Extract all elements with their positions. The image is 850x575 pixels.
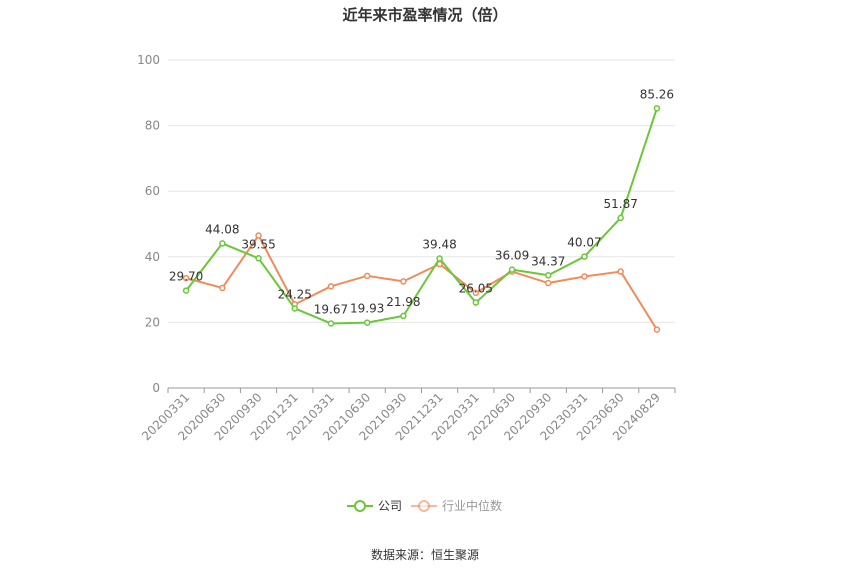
company-point bbox=[400, 312, 407, 320]
y-tick-label: 40 bbox=[145, 250, 160, 264]
industry-median-point bbox=[581, 273, 588, 280]
company-data-label: 29.70 bbox=[169, 270, 203, 284]
legend-item-industry-median[interactable]: 行业中位数 bbox=[411, 498, 502, 513]
company-point bbox=[291, 305, 298, 312]
company-data-label: 40.07 bbox=[567, 236, 601, 250]
y-tick-label: 0 bbox=[152, 381, 160, 395]
company-data-label: 36.09 bbox=[495, 249, 529, 263]
industry-median-point bbox=[545, 279, 552, 287]
industry-median-point bbox=[472, 289, 480, 297]
company-point bbox=[472, 299, 480, 306]
y-tick-label: 60 bbox=[145, 184, 160, 198]
company-point bbox=[436, 255, 443, 262]
industry-median-point bbox=[255, 232, 262, 239]
company-line bbox=[185, 107, 658, 325]
company-data-label: 34.37 bbox=[531, 254, 565, 268]
source-text: 数据来源：恒生聚源 bbox=[371, 547, 479, 562]
series-lines bbox=[182, 105, 661, 333]
industry-median-line bbox=[185, 234, 658, 331]
company-point bbox=[508, 266, 516, 273]
grid-lines bbox=[168, 59, 675, 323]
company-data-label: 39.48 bbox=[422, 238, 456, 252]
industry-median-point bbox=[363, 272, 371, 280]
company-data-label: 21.98 bbox=[386, 295, 420, 309]
company-data-label: 19.67 bbox=[314, 302, 348, 316]
company-data-label: 26.05 bbox=[459, 282, 493, 296]
legend: 公司 行业中位数 bbox=[347, 498, 502, 513]
y-axis: 0 20 40 60 80 100 bbox=[137, 53, 160, 395]
y-tick-label: 80 bbox=[145, 119, 160, 133]
industry-median-point bbox=[400, 278, 407, 285]
legend-company-marker bbox=[354, 500, 366, 512]
company-point bbox=[255, 255, 262, 262]
company-data-label: 44.08 bbox=[205, 222, 239, 236]
company-data-label: 51.87 bbox=[603, 197, 637, 211]
company-point bbox=[581, 253, 588, 260]
company-point bbox=[219, 240, 226, 247]
chart-title: 近年来市盈率情况（倍） bbox=[342, 6, 507, 24]
legend-industry-median-marker bbox=[418, 500, 430, 512]
company-data-label: 85.26 bbox=[640, 87, 674, 101]
legend-company-label: 公司 bbox=[378, 499, 402, 513]
y-tick-label: 100 bbox=[137, 53, 160, 67]
company-point bbox=[363, 319, 371, 326]
company-point bbox=[617, 214, 624, 222]
industry-median-point bbox=[617, 268, 624, 275]
x-axis: 2020033120200630202009302020123120210331… bbox=[139, 387, 676, 443]
legend-industry-median-label: 行业中位数 bbox=[442, 498, 502, 513]
company-data-label: 24.25 bbox=[278, 287, 312, 301]
industry-median-point bbox=[219, 284, 226, 292]
company-point bbox=[653, 105, 661, 112]
company-point bbox=[545, 272, 552, 279]
company-data-label: 39.55 bbox=[241, 237, 275, 251]
y-tick-label: 20 bbox=[145, 315, 160, 329]
company-point bbox=[182, 287, 190, 294]
legend-item-company[interactable]: 公司 bbox=[347, 499, 402, 513]
company-point bbox=[327, 320, 335, 327]
industry-median-point bbox=[327, 283, 335, 290]
company-data-label: 19.93 bbox=[350, 302, 384, 316]
industry-median-point bbox=[182, 274, 190, 282]
industry-median-point bbox=[653, 326, 661, 333]
